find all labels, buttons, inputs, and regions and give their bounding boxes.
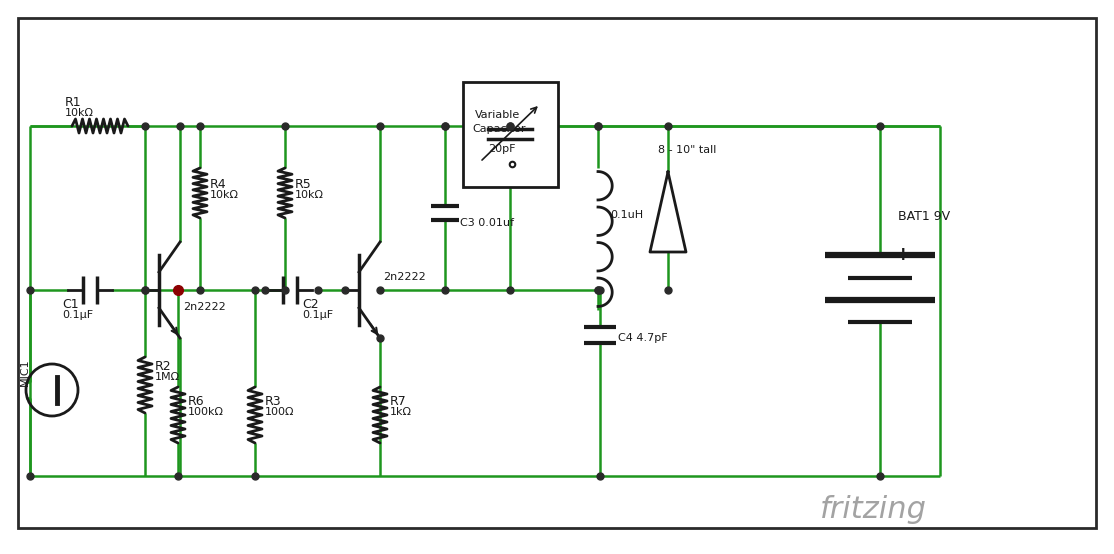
Text: Variable: Variable: [475, 110, 520, 120]
Text: 2n2222: 2n2222: [183, 302, 226, 312]
Text: 1MΩ: 1MΩ: [155, 372, 180, 382]
Text: C4 4.7pF: C4 4.7pF: [618, 333, 667, 343]
Text: R3: R3: [265, 395, 282, 408]
Text: 100kΩ: 100kΩ: [188, 407, 224, 417]
Text: BAT1 9V: BAT1 9V: [898, 210, 950, 223]
Text: 0.1μF: 0.1μF: [62, 310, 94, 320]
Text: 10kΩ: 10kΩ: [65, 108, 94, 118]
Text: +: +: [895, 245, 911, 264]
Text: 2n2222: 2n2222: [383, 272, 426, 282]
Text: 0.1μF: 0.1μF: [302, 310, 333, 320]
Text: R7: R7: [390, 395, 407, 408]
Text: MIC1: MIC1: [20, 358, 30, 386]
Text: 100Ω: 100Ω: [265, 407, 294, 417]
Text: 10kΩ: 10kΩ: [211, 190, 240, 200]
Text: C1: C1: [62, 298, 79, 311]
Text: R6: R6: [188, 395, 205, 408]
Text: fritzing: fritzing: [820, 495, 927, 524]
Text: R2: R2: [155, 360, 172, 373]
Text: 0.1uH: 0.1uH: [610, 210, 643, 220]
Bar: [463, 82, 558, 187]
Text: R1: R1: [65, 96, 81, 109]
Text: 8 - 10" tall: 8 - 10" tall: [658, 145, 716, 155]
Text: R5: R5: [295, 178, 312, 191]
Text: C3 0.01uf: C3 0.01uf: [460, 218, 514, 228]
Text: 20pF: 20pF: [488, 144, 516, 154]
Text: 1kΩ: 1kΩ: [390, 407, 412, 417]
Text: R4: R4: [211, 178, 226, 191]
Text: 10kΩ: 10kΩ: [295, 190, 324, 200]
Text: Capacitor: Capacitor: [472, 124, 526, 134]
Text: C2: C2: [302, 298, 319, 311]
